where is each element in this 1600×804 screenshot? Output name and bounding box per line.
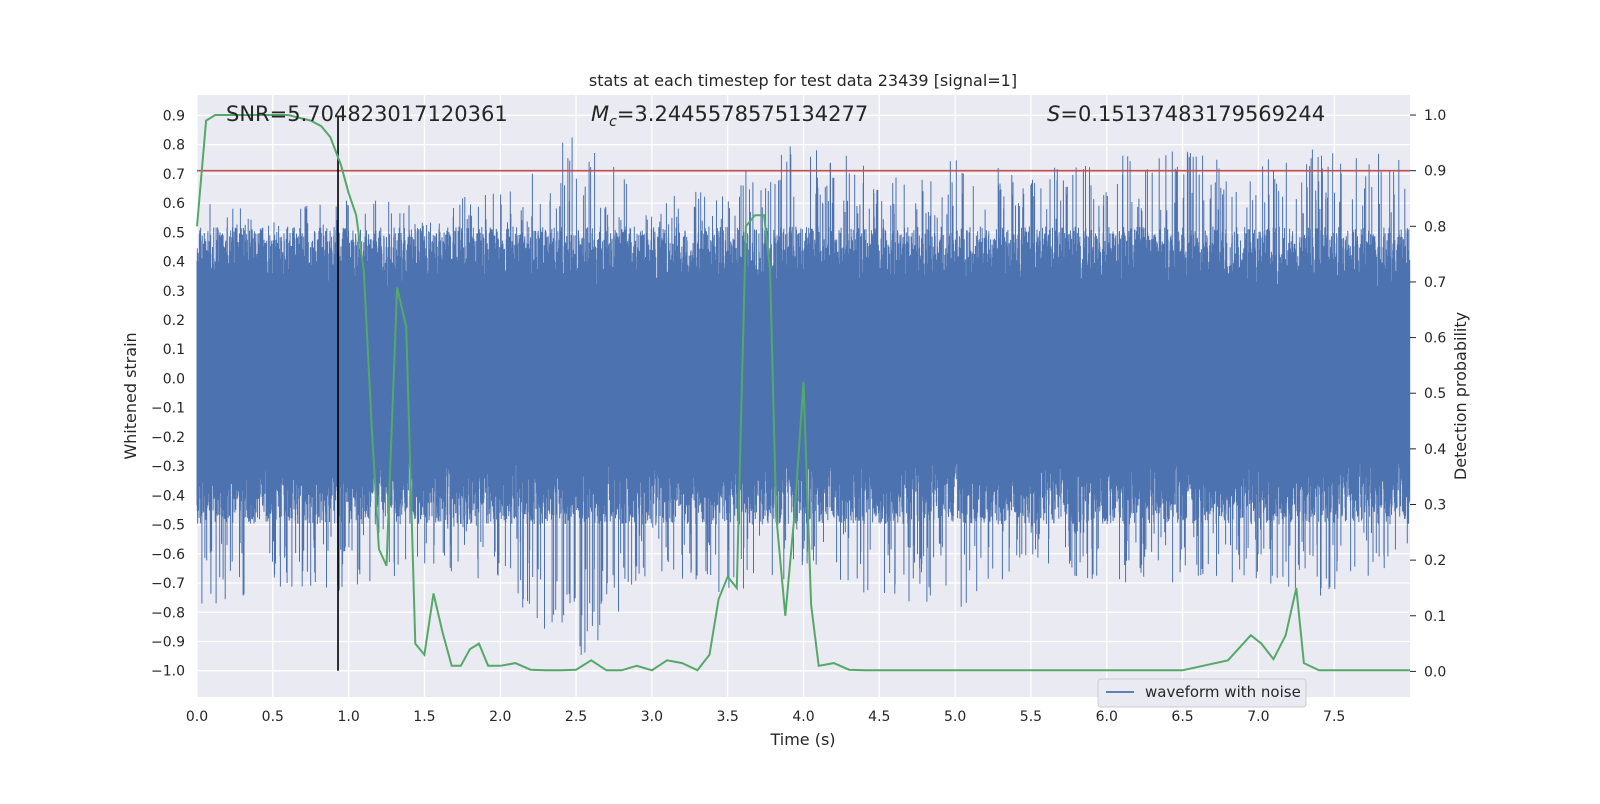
x-tick-label: 0.0 bbox=[186, 709, 208, 725]
y-tick-label: −0.8 bbox=[151, 605, 185, 621]
y-tick-label: −0.2 bbox=[151, 430, 185, 446]
x-tick-label: 2.5 bbox=[565, 709, 587, 725]
y-tick-label: 0.7 bbox=[163, 167, 185, 183]
y-tick-label: −0.9 bbox=[151, 634, 185, 650]
y-tick-label: 0.4 bbox=[163, 255, 185, 271]
y2-tick-label: 0.4 bbox=[1424, 442, 1446, 458]
y-tick-label: 0.8 bbox=[163, 138, 185, 154]
y2-axis-label: Detection probability bbox=[1451, 312, 1470, 480]
y-tick-label: 0.1 bbox=[163, 342, 185, 358]
y2-tick-label: 0.7 bbox=[1424, 275, 1446, 291]
y2-tick-label: 0.6 bbox=[1424, 331, 1446, 347]
x-tick-label: 0.5 bbox=[262, 709, 284, 725]
chart-title: stats at each timestep for test data 234… bbox=[589, 71, 1017, 90]
y-tick-label: −0.3 bbox=[151, 459, 185, 475]
legend-label: waveform with noise bbox=[1145, 683, 1301, 701]
y2-tick-label: 0.5 bbox=[1424, 386, 1446, 402]
snr-annotation: SNR=5.704823017120361 bbox=[226, 102, 508, 126]
y-tick-label: 0.9 bbox=[163, 108, 185, 124]
waveform-noise-path bbox=[196, 137, 1411, 655]
chirp-mass-value: =3.2445578575134277 bbox=[617, 102, 868, 126]
x-tick-label: 6.5 bbox=[1171, 709, 1193, 725]
y-tick-label: −0.4 bbox=[151, 488, 185, 504]
x-tick-label: 5.5 bbox=[1020, 709, 1042, 725]
x-tick-label: 5.0 bbox=[944, 709, 966, 725]
y2-tick-label: 0.0 bbox=[1424, 664, 1446, 680]
x-axis-label: Time (s) bbox=[769, 730, 835, 749]
x-tick-label: 4.5 bbox=[868, 709, 890, 725]
s-value: =0.15137483179569244 bbox=[1060, 102, 1325, 126]
x-tick-label: 7.0 bbox=[1247, 709, 1269, 725]
y-tick-label: −0.6 bbox=[151, 547, 185, 563]
y-axis-ticks: 0.9 0.8 0.7 0.6 0.5 0.4 0.3 0.2 0.1 0.0 −0.1 −0.2 −0… bbox=[151, 108, 185, 679]
x-tick-label: 2.0 bbox=[489, 709, 511, 725]
y2-tick-label: 0.1 bbox=[1424, 609, 1446, 625]
y2-axis-ticks: 1.0 0.9 0.8 0.7 0.6 0.5 0.4 0.3 0.2 0.1 0.0 bbox=[1410, 108, 1446, 680]
legend: waveform with noise bbox=[1097, 678, 1307, 708]
y-tick-label: −0.1 bbox=[151, 401, 185, 417]
chirp-mass-annotation: Mc=3.2445578575134277 bbox=[591, 102, 868, 130]
x-tick-label: 6.0 bbox=[1096, 709, 1118, 725]
y-tick-label: −0.7 bbox=[151, 576, 185, 592]
y-tick-label: −1.0 bbox=[151, 664, 185, 680]
x-tick-label: 4.0 bbox=[792, 709, 814, 725]
x-tick-label: 7.5 bbox=[1323, 709, 1345, 725]
y2-tick-label: 0.3 bbox=[1424, 497, 1446, 513]
waveform-series bbox=[196, 137, 1411, 655]
x-tick-label: 3.5 bbox=[717, 709, 739, 725]
y-tick-label: 0.5 bbox=[163, 225, 185, 241]
x-tick-label: 1.5 bbox=[413, 709, 435, 725]
x-tick-label: 3.0 bbox=[641, 709, 663, 725]
y-tick-label: 0.2 bbox=[163, 313, 185, 329]
y2-tick-label: 0.2 bbox=[1424, 553, 1446, 569]
legend-box bbox=[1097, 678, 1307, 708]
x-tick-label: 1.0 bbox=[337, 709, 359, 725]
y-tick-label: 0.6 bbox=[163, 196, 185, 212]
detection-probability-line bbox=[196, 114, 1410, 672]
s-symbol: S bbox=[1047, 102, 1060, 126]
chirp-mass-symbol: M bbox=[591, 102, 609, 126]
y-axis-label: Whitened strain bbox=[121, 332, 140, 459]
y2-tick-label: 1.0 bbox=[1424, 108, 1446, 124]
y2-tick-label: 0.9 bbox=[1424, 164, 1446, 180]
s-annotation: S=0.15137483179569244 bbox=[1047, 102, 1325, 126]
y-tick-label: 0.0 bbox=[163, 371, 185, 387]
x-axis-ticks: 0.0 0.5 1.0 1.5 2.0 2.5 3.0 3.5 4.0 4.5 5.0 5.5 6.0 6… bbox=[186, 709, 1345, 725]
y2-tick-label: 0.8 bbox=[1424, 219, 1446, 235]
chirp-mass-subscript: c bbox=[609, 114, 617, 130]
y-tick-label: 0.3 bbox=[163, 284, 185, 300]
y-tick-label: −0.5 bbox=[151, 518, 185, 534]
